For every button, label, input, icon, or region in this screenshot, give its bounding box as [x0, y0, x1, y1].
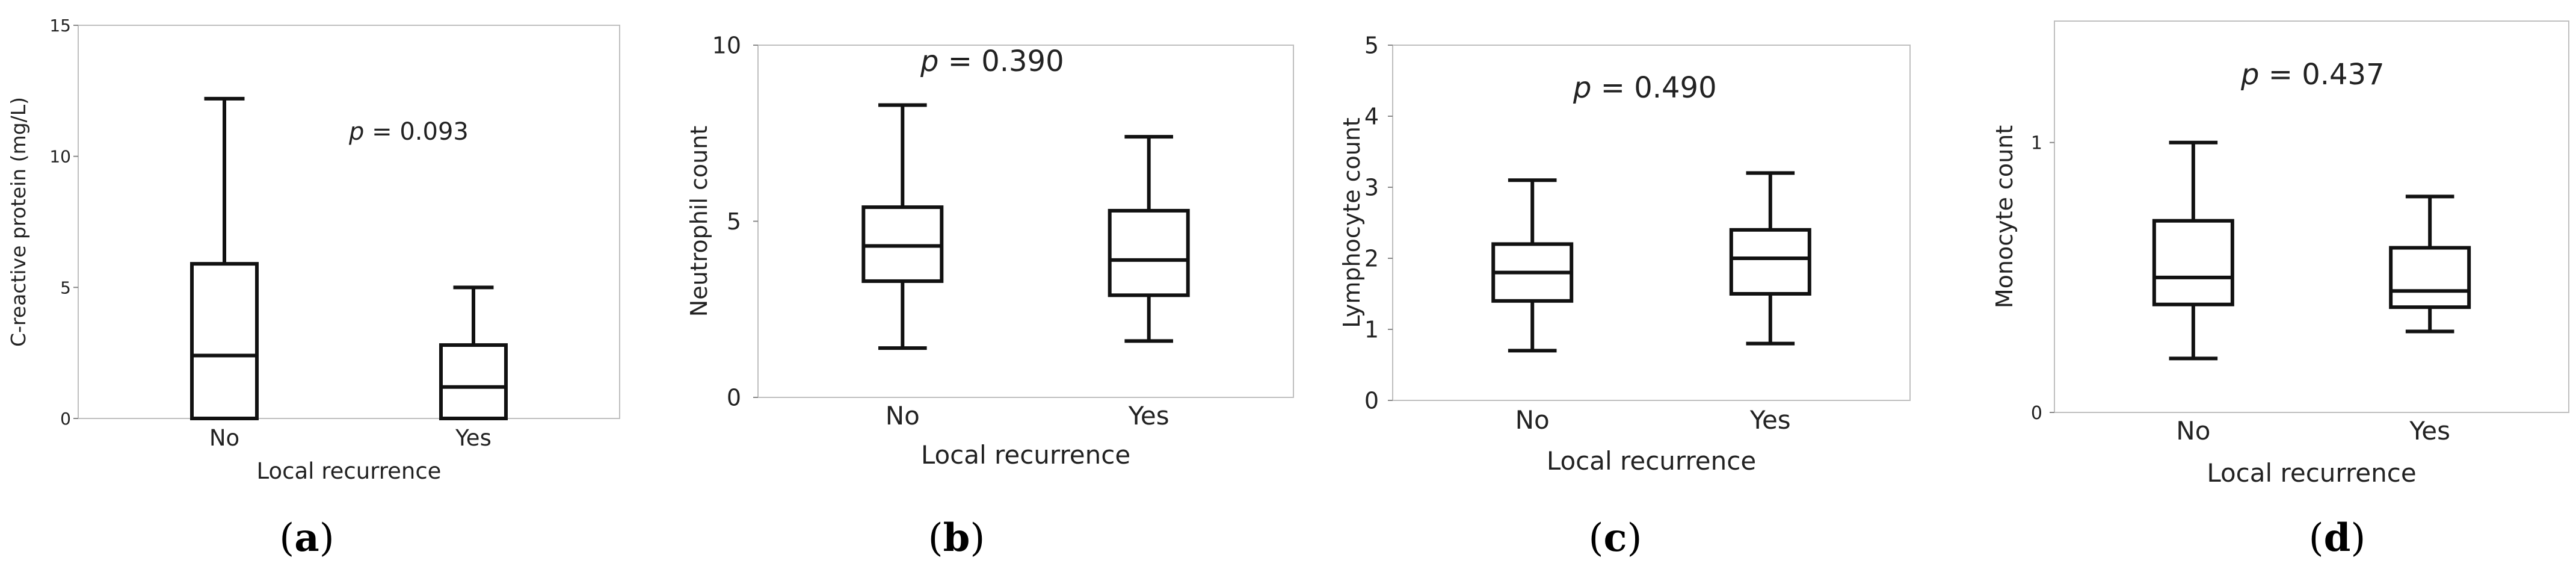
y-tick-label: 3 [1364, 175, 1379, 201]
x-axis-label: Local recurrence [2207, 458, 2416, 488]
box-no [861, 103, 944, 350]
panel-label-letter: c [1604, 515, 1627, 561]
p-value-annotation: p = 0.490 [1573, 71, 1717, 105]
panel-label-close: ) [1627, 516, 1642, 561]
y-tick-label: 5 [60, 278, 71, 297]
panel-c: 0 1 2 3 4 5 No Yes Local recurrence Lymphocyte co… [1339, 33, 1911, 561]
p-value: = 0.093 [364, 118, 468, 146]
p-value-annotation: p = 0.390 [920, 45, 1064, 78]
panel-label-letter: d [2324, 515, 2351, 561]
y-axis-label: Lymphocyte count [1339, 117, 1365, 328]
box-yes [1729, 171, 1811, 346]
p-value: = 0.437 [2259, 58, 2384, 92]
y-tick-label: 5 [727, 208, 741, 235]
panel-d: 0 1 No Yes Local recurrence Monocyte count p =… [1991, 20, 2569, 561]
panel-label-letter: b [943, 515, 970, 561]
box-yes [2389, 194, 2471, 334]
panel-label: (a) [279, 515, 334, 561]
x-category-label: Yes [455, 425, 491, 451]
p-value: = 0.490 [1591, 71, 1716, 105]
x-axis-label: Local recurrence [257, 458, 442, 484]
iqr-box [1729, 228, 1811, 296]
x-axis-label: Local recurrence [921, 440, 1130, 470]
y-tick-label: 4 [1364, 104, 1379, 130]
x-category-label: Yes [1128, 401, 1169, 430]
p-value-annotation: p = 0.093 [348, 118, 469, 146]
panel-label-open: ( [279, 516, 294, 561]
y-tick-label: 15 [49, 16, 71, 36]
box-yes [1108, 135, 1190, 343]
plot-area [1392, 45, 1911, 401]
box-yes [439, 285, 508, 421]
panel-label-close: ) [970, 516, 985, 561]
iqr-box [190, 262, 259, 420]
box-no [2152, 140, 2234, 361]
p-symbol: p [1573, 71, 1591, 105]
x-axis-label: Local recurrence [1547, 446, 1756, 476]
y-axis-label: C-reactive protein (mg/L) [7, 97, 30, 347]
y-tick-label: 0 [727, 385, 741, 411]
y-tick-label: 10 [49, 147, 71, 167]
plot-area [2054, 20, 2569, 413]
iqr-box [1108, 208, 1190, 297]
plot-area [757, 45, 1294, 398]
y-axis-label: Neutrophil count [686, 126, 712, 317]
x-category-label: Yes [2409, 416, 2450, 446]
y-tick-label: 0 [2031, 403, 2042, 424]
plot-area [78, 25, 620, 419]
panel-label-close: ) [319, 516, 334, 561]
y-tick-label: 10 [712, 33, 741, 59]
x-category-label: No [1515, 405, 1550, 435]
y-axis-label: Monocyte count [1991, 125, 2018, 308]
panel-label: (b) [928, 515, 985, 561]
panel-label: (d) [2309, 515, 2366, 561]
x-category-label: No [886, 401, 920, 430]
panel-a: 0 5 10 15 No Yes Local recurrence C-reactive pr… [7, 16, 620, 561]
y-tick-label: 0 [60, 409, 71, 429]
iqr-box [2152, 219, 2234, 306]
box-no [1491, 178, 1574, 353]
p-symbol: p [2240, 58, 2259, 92]
y-tick-label: 1 [2031, 133, 2042, 154]
y-tick-label: 2 [1364, 246, 1379, 272]
panel-b: 0 5 10 No Yes Local recurrence Neutrophil coun… [686, 33, 1294, 561]
y-tick-label: 1 [1364, 317, 1379, 343]
iqr-box [2389, 246, 2471, 309]
p-value: = 0.390 [938, 45, 1064, 78]
panel-label-letter: a [294, 515, 319, 561]
panel-label-close: ) [2350, 516, 2365, 561]
y-tick-label: 5 [1364, 33, 1379, 59]
panel-label-open: ( [2309, 516, 2324, 561]
panel-label-open: ( [1589, 516, 1604, 561]
x-category-label: No [2176, 416, 2210, 446]
panel-label: (c) [1589, 515, 1642, 561]
x-category-label: Yes [1749, 405, 1791, 435]
panel-label-open: ( [928, 516, 943, 561]
p-value-annotation: p = 0.437 [2240, 58, 2385, 92]
p-symbol: p [920, 45, 938, 78]
y-tick-label: 0 [1364, 388, 1379, 414]
iqr-box [439, 343, 508, 421]
x-category-label: No [209, 425, 239, 451]
box-no [190, 96, 259, 420]
p-symbol: p [348, 118, 364, 146]
